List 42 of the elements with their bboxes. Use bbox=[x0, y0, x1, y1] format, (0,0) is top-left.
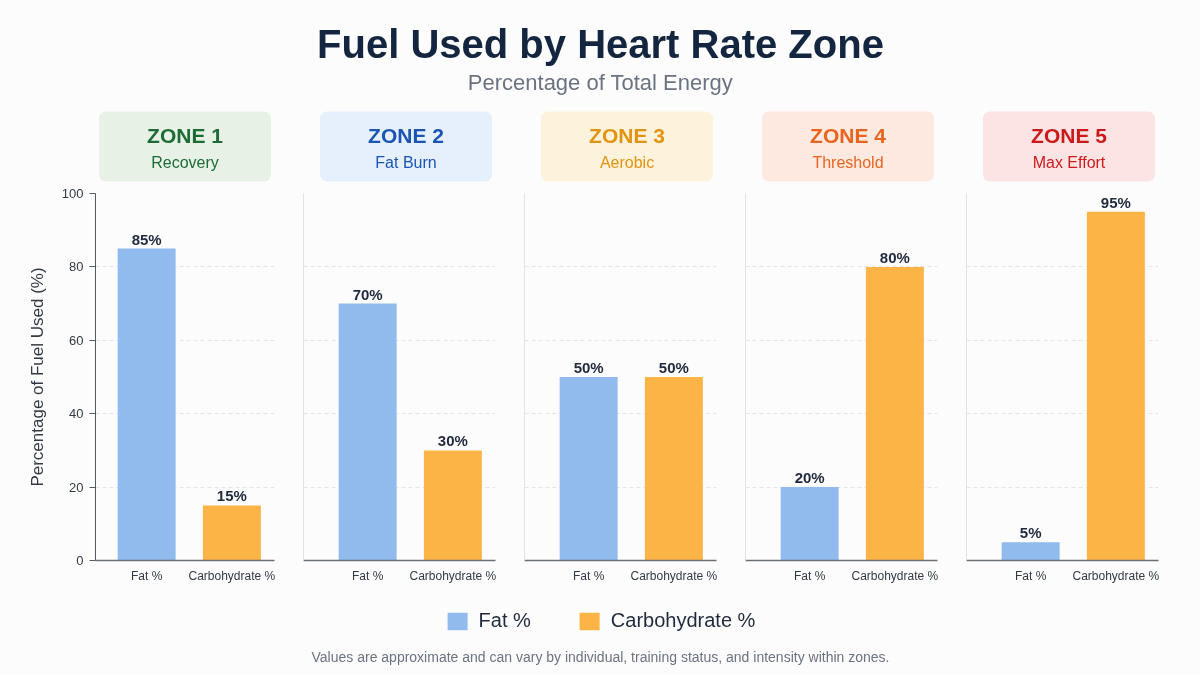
data-label: 50% bbox=[573, 359, 604, 376]
y-tick-label: 60 bbox=[69, 332, 84, 348]
data-label: 85% bbox=[131, 230, 162, 248]
chart-subtitle: Recovery bbox=[151, 154, 219, 171]
x-tick-label: Fat % bbox=[130, 568, 163, 583]
x-tick-label: Fat % bbox=[793, 568, 826, 583]
y-tick-label: 20 bbox=[69, 479, 84, 495]
x-tick-label: Carbohydrate % bbox=[409, 568, 497, 583]
x-tick-label: Carbohydrate % bbox=[188, 568, 276, 583]
chart-subtitle: Max Effort bbox=[1032, 154, 1106, 171]
x-tick-label: Carbohydrate % bbox=[1072, 568, 1160, 583]
data-label: 95% bbox=[1100, 193, 1131, 211]
chart-title: ZONE 3 bbox=[589, 124, 665, 147]
text: Fuel Used by Heart Rate Zone bbox=[317, 21, 884, 66]
data-label: 20% bbox=[794, 469, 825, 487]
x-tick-label: Fat % bbox=[351, 568, 384, 583]
text: Percentage of Total Energy bbox=[467, 70, 733, 95]
chart-title: ZONE 1 bbox=[147, 124, 224, 147]
chart-title: ZONE 2 bbox=[368, 124, 444, 147]
x-tick-label: Fat % bbox=[572, 568, 605, 583]
legend-label: Fat % bbox=[478, 609, 531, 632]
data-label: 5% bbox=[1019, 524, 1042, 542]
chart-subtitle: Aerobic bbox=[599, 154, 655, 171]
text: Values are approximate and can vary by individual, training status, and intensity within zones. bbox=[311, 648, 890, 665]
legend-label: Carbohydrate % bbox=[610, 609, 756, 632]
data-label: 30% bbox=[437, 432, 468, 450]
chart-title: ZONE 4 bbox=[810, 124, 887, 147]
data-label: 70% bbox=[352, 285, 383, 303]
x-tick-label: Carbohydrate % bbox=[630, 568, 718, 583]
data-label: 80% bbox=[879, 248, 910, 266]
chart-title: ZONE 5 bbox=[1031, 124, 1108, 147]
y-tick-label: 80 bbox=[69, 259, 84, 275]
y-tick-label: 0 bbox=[76, 553, 84, 568]
data-label: 50% bbox=[658, 359, 689, 376]
chart-subtitle: Fat Burn bbox=[375, 154, 437, 171]
y-tick-label: 100 bbox=[61, 186, 84, 201]
chart-subtitle: Threshold bbox=[812, 154, 884, 171]
y-tick-label: 40 bbox=[69, 406, 84, 422]
x-tick-label: Fat % bbox=[1014, 568, 1047, 583]
x-tick-label: Carbohydrate % bbox=[851, 568, 939, 583]
y-axis-title: Percentage of Fuel Used (%) bbox=[27, 267, 47, 487]
data-label: 15% bbox=[216, 487, 247, 505]
